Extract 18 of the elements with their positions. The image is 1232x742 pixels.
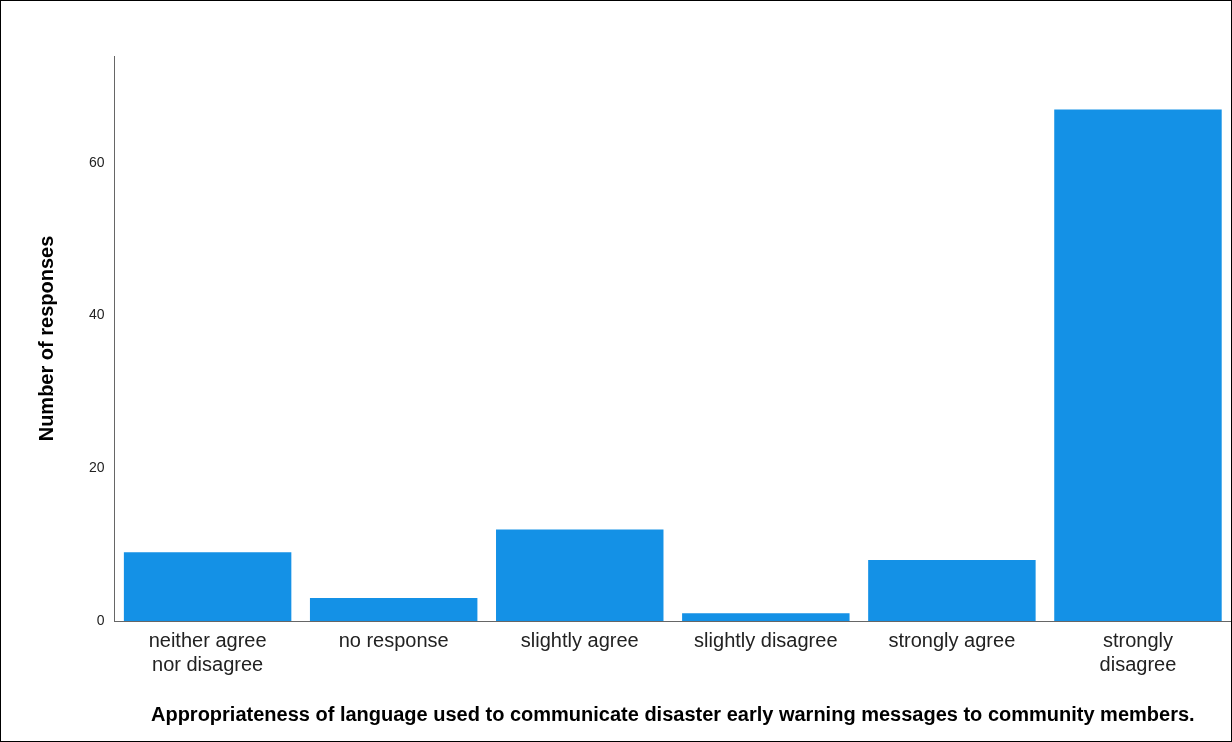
x-tick-label: neither agree nor disagree: [148, 628, 267, 675]
x-tick-label: strongly agree: [888, 628, 1016, 651]
x-tick-label: no response: [338, 628, 449, 651]
x-tick-label: slightly agree: [520, 628, 639, 651]
bar: [496, 529, 664, 621]
bar: [682, 613, 850, 621]
bar: [309, 598, 478, 621]
bar: [123, 552, 292, 621]
x-tick-label: strongly disagree: [1099, 628, 1177, 675]
y-tick-label: 20: [88, 459, 105, 476]
bar: [1054, 109, 1222, 621]
y-tick-label: 40: [88, 306, 105, 323]
y-tick-label: 60: [88, 153, 105, 170]
bar: [868, 559, 1036, 621]
y-tick-label: 0: [96, 611, 105, 628]
y-axis-title: Number of responses: [34, 235, 57, 442]
x-axis-title: Appropriateness of language used to communicate disaster early warning messages to community members.: [150, 702, 1195, 725]
x-tick-label: slightly disagree: [694, 628, 838, 651]
